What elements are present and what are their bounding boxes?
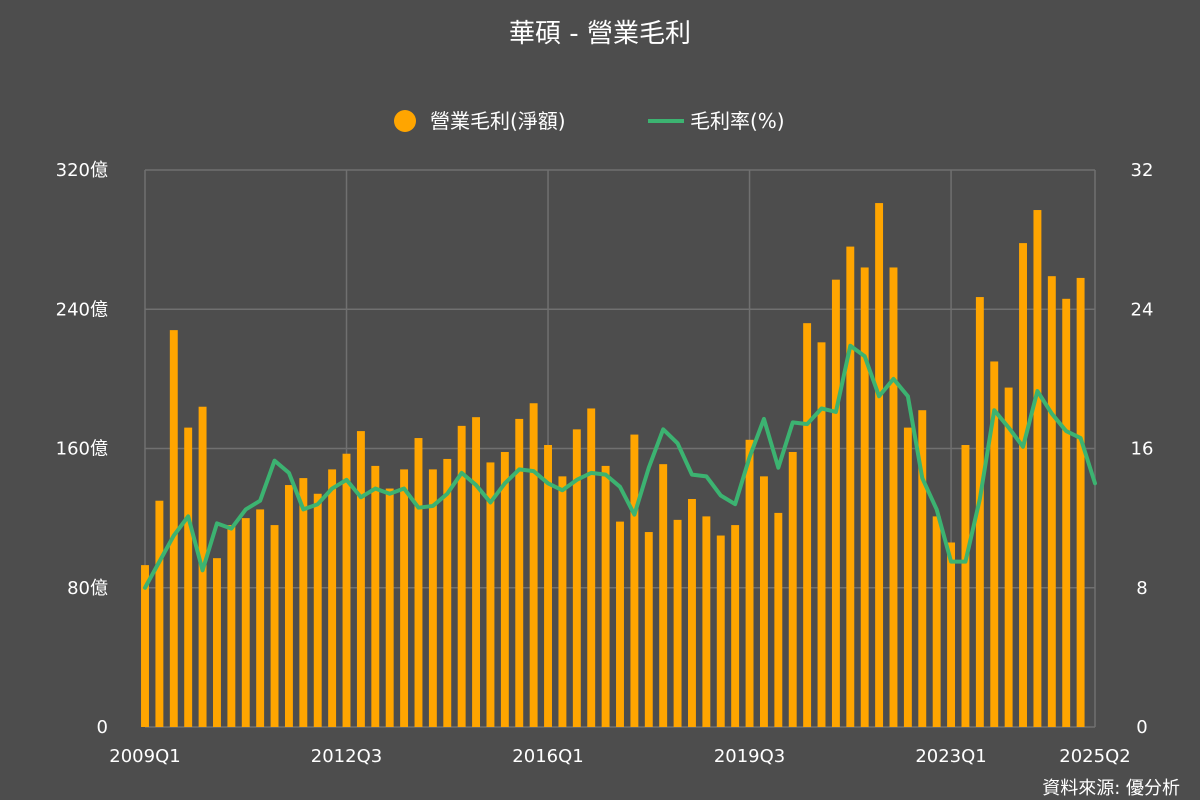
right-axis-tick-label: 16: [1131, 439, 1154, 460]
bar: [342, 453, 351, 727]
bar: [213, 558, 221, 727]
right-axis-tick-label: 8: [1136, 578, 1147, 599]
right-axis: 0 8 16 24 32: [1131, 160, 1154, 738]
bar: [601, 465, 610, 727]
x-axis-tick-label: 2025Q2: [1059, 746, 1130, 767]
x-axis-tick-label: 2009Q1: [109, 746, 180, 767]
bar: [587, 408, 596, 727]
left-axis-tick-label: 240億: [56, 299, 108, 320]
x-axis-tick-label: 2012Q3: [311, 746, 382, 767]
bar: [932, 516, 941, 727]
x-axis-tick-label: 2023Q1: [915, 746, 986, 767]
bar: [947, 542, 956, 727]
bar: [759, 476, 768, 727]
bar: [745, 439, 754, 727]
line-series: [143, 343, 1097, 590]
bar: [184, 427, 193, 727]
bar: [414, 438, 423, 727]
bar: [241, 518, 250, 727]
bar: [803, 323, 812, 727]
left-axis-tick-label: 80億: [67, 578, 108, 599]
chart-title: 華碩 - 營業毛利: [509, 19, 691, 49]
bar: [443, 458, 452, 727]
bar: [875, 203, 884, 727]
legend-bar-marker: [394, 110, 416, 132]
left-axis-tick-label: 160億: [56, 439, 108, 460]
bar: [457, 425, 466, 727]
bar: [572, 429, 581, 727]
bar: [975, 297, 984, 727]
bar: [515, 418, 524, 727]
bar: [702, 516, 711, 727]
bar: [284, 485, 293, 727]
bar: [961, 445, 970, 727]
x-axis-tick-label: 2016Q1: [512, 746, 583, 767]
right-axis-tick-label: 32: [1131, 160, 1154, 181]
legend-bar-label: 營業毛利(淨額): [430, 109, 566, 133]
bar: [544, 445, 552, 727]
bar: [688, 498, 696, 727]
bar: [817, 342, 826, 727]
bar: [385, 488, 394, 727]
legend: 營業毛利(淨額) 毛利率(%): [394, 109, 785, 133]
bar: [659, 464, 668, 727]
bar: [141, 565, 149, 727]
bar: [831, 279, 840, 727]
legend-line-label: 毛利率(%): [690, 109, 785, 133]
bar: [1004, 387, 1013, 727]
bar: [313, 493, 322, 727]
bar: [227, 525, 236, 727]
bar: [1033, 210, 1042, 728]
bar: [500, 451, 509, 727]
bar: [788, 451, 797, 727]
left-axis: 0 80億 160億 240億 320億: [56, 160, 108, 738]
bar: [1062, 298, 1071, 727]
bar: [673, 519, 682, 727]
bar: [630, 434, 639, 727]
bar: [529, 403, 538, 727]
bar: [270, 525, 279, 727]
left-axis-tick-label: 0: [97, 717, 108, 738]
bar: [155, 500, 164, 727]
bar: [299, 478, 308, 727]
bar: [903, 427, 912, 727]
right-axis-tick-label: 0: [1136, 717, 1147, 738]
bar: [1047, 276, 1056, 727]
left-axis-tick-label: 320億: [56, 160, 108, 181]
bar: [558, 476, 567, 727]
bar: [356, 431, 365, 727]
bar: [918, 410, 927, 727]
bar: [486, 462, 495, 727]
margin-line: [143, 343, 1097, 590]
bar: [846, 246, 855, 727]
bar: [889, 267, 898, 727]
bar: [472, 417, 481, 727]
right-axis-tick-label: 24: [1131, 299, 1154, 320]
bar: [990, 361, 999, 727]
bar: [169, 330, 178, 727]
bar: [371, 465, 380, 727]
bar: [400, 469, 409, 727]
bar: [774, 512, 783, 727]
bar: [428, 469, 437, 727]
bar: [1019, 243, 1027, 727]
x-axis: 2009Q1 2012Q3 2016Q1 2019Q3 2023Q1 2025Q2: [109, 746, 1130, 767]
bar: [256, 509, 265, 727]
bar: [328, 469, 337, 727]
bar: [716, 535, 725, 727]
bar: [644, 532, 653, 727]
bar: [616, 521, 624, 727]
bar: [731, 525, 740, 727]
bar: [860, 267, 869, 727]
bar: [1076, 277, 1085, 727]
source-label: 資料來源: 優分析: [1042, 778, 1180, 799]
x-axis-tick-label: 2019Q3: [714, 746, 785, 767]
